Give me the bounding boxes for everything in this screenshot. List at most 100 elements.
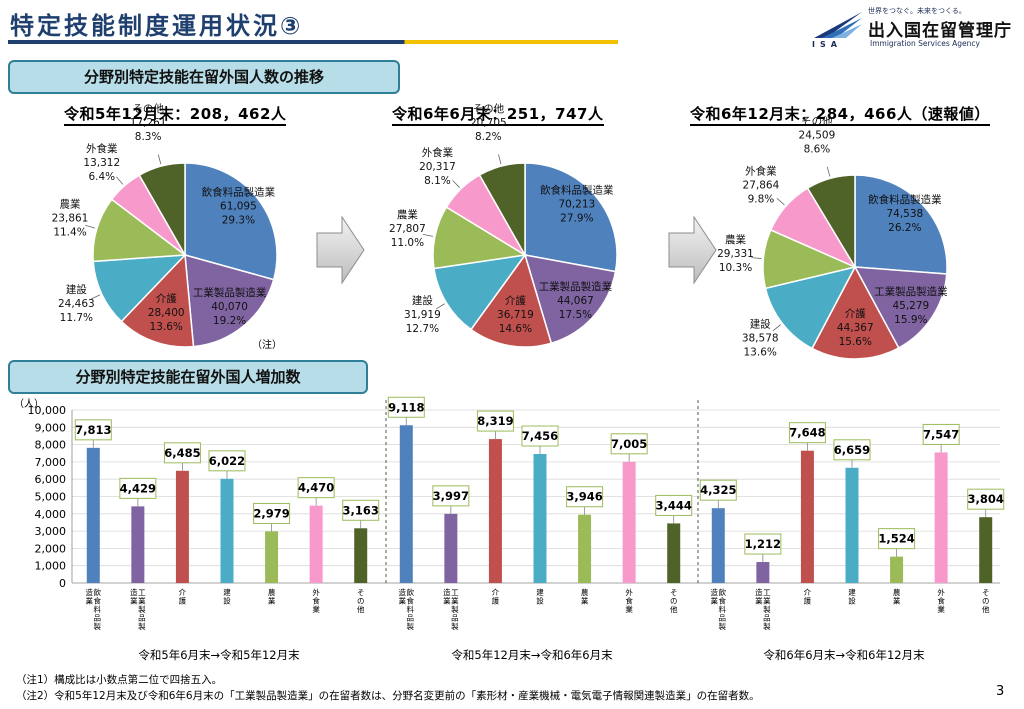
pie-slice-value: 24,509 xyxy=(799,129,836,141)
x-tick-char: 食 xyxy=(312,596,320,606)
bar-value-label: 1,524 xyxy=(878,532,914,546)
pie-slice-label: 外食業 xyxy=(745,165,777,178)
pie-leader-line xyxy=(498,154,502,165)
pie-slice xyxy=(433,253,527,331)
x-tick-char: 農 xyxy=(581,587,589,597)
pie-slice-label: 建設 xyxy=(412,294,433,307)
bar xyxy=(86,447,100,583)
pie-slice-percent: 10.3% xyxy=(719,262,752,274)
x-tick-char: 食 xyxy=(625,596,633,606)
bar-section-heading: 分野別特定技能在留外国人増加数 xyxy=(8,360,368,394)
bar-value-label: 7,648 xyxy=(789,426,825,440)
bar-label-box xyxy=(521,425,559,447)
bar-label-box xyxy=(253,502,291,524)
x-tick-char: 造 xyxy=(711,587,719,597)
pie-slice-value: 45,279 xyxy=(892,300,929,312)
bar xyxy=(667,523,681,583)
x-tick-label: 外食業 xyxy=(937,587,945,614)
pie-leader-line xyxy=(422,233,433,237)
bar-label-box xyxy=(699,479,737,501)
pie-slice xyxy=(92,254,187,323)
footnote-2: （注2）令和5年12月末及び令和6年6月末の「工業製品製造業」の在留者数は、分野… xyxy=(16,690,760,702)
bar-value-label: 7,005 xyxy=(611,437,647,451)
pie-slice xyxy=(523,254,617,345)
x-tick-char: 製 xyxy=(451,604,459,614)
bar-value-label: 3,444 xyxy=(656,498,692,512)
group-label: 令和5年6月末→令和5年12月末 xyxy=(138,648,300,662)
pie-slice-value: 29,331 xyxy=(717,248,754,260)
pie-slice-label: 農業 xyxy=(725,233,746,246)
x-tick-char: 造 xyxy=(443,587,451,597)
pie-slice-label: 飲食料品製造業 xyxy=(202,185,276,198)
x-tick-label: 工業製品製造業 xyxy=(443,587,459,631)
x-tick-char: 他 xyxy=(670,604,678,614)
x-tick-char: 製 xyxy=(407,621,415,631)
x-tick-char: 護 xyxy=(179,596,187,606)
pie-slice xyxy=(811,265,900,360)
x-tick-char: 護 xyxy=(804,596,812,606)
pie-slice-value: 20,317 xyxy=(419,161,456,173)
bar-label-box xyxy=(342,499,380,521)
x-tick-char: 造 xyxy=(399,587,407,597)
bar-value-label: 7,456 xyxy=(522,429,558,443)
pie-slice xyxy=(138,162,186,258)
pie-slice xyxy=(184,253,275,348)
pie-leader-line xyxy=(452,180,460,188)
right-arrow-icon xyxy=(316,215,365,285)
pie-chart-2023-12: 飲食料品製造業 61,095 29.3% 工業製品製造業 40,070 19.2% 介護 28… xyxy=(52,102,278,348)
pie-slice-label: 介護 xyxy=(845,307,866,320)
pie-slice xyxy=(469,253,553,348)
bar xyxy=(756,562,770,583)
bar xyxy=(800,450,814,583)
pie-leader-line xyxy=(826,166,831,177)
x-tick-char: 食 xyxy=(94,596,102,606)
x-tick-char: 他 xyxy=(982,604,990,614)
bar-value-label: 3,804 xyxy=(968,492,1004,506)
x-tick-char: 業 xyxy=(625,604,633,614)
x-tick-char: 造 xyxy=(755,587,763,597)
pie-slice-value: 23,861 xyxy=(52,213,89,225)
x-tick-char: 業 xyxy=(138,596,146,606)
bar-label-box xyxy=(119,477,157,499)
bar-value-label: 4,470 xyxy=(298,481,334,495)
pie-slice-percent: 8.3% xyxy=(135,131,162,143)
increase-bar-chart: （人） 0 1,000 2,000 3,000 4,000 5,000 6,000 7,000 8… xyxy=(14,396,1005,662)
bar xyxy=(533,454,547,583)
group-label: 令和5年12月末→令和6年6月末 xyxy=(451,648,613,662)
pie-slice-percent: 13.6% xyxy=(744,347,777,359)
x-tick-char: 品 xyxy=(407,614,415,623)
pie-slice-label: 農業 xyxy=(60,198,81,211)
pie-slice xyxy=(764,265,857,350)
bar xyxy=(265,531,279,583)
pie-slice-percent: 15.9% xyxy=(894,314,927,326)
x-tick-char: 食 xyxy=(937,596,945,606)
pie-slice-label: 工業製品製造業 xyxy=(874,285,948,298)
bar xyxy=(175,470,189,583)
x-tick-char: 飲 xyxy=(407,587,415,597)
x-tick-char: 他 xyxy=(357,604,365,614)
x-tick-label: 工業製品製造業 xyxy=(755,587,771,631)
x-tick-char: 設 xyxy=(223,596,231,606)
pie-slice-percent: 17.5% xyxy=(559,309,592,321)
bar-label-box xyxy=(163,442,201,464)
bar-label-box xyxy=(967,488,1005,510)
pie-slice-label: 外食業 xyxy=(86,142,118,155)
pie-slice-value: 74,538 xyxy=(886,208,923,220)
bar-value-label: 3,997 xyxy=(433,489,469,503)
y-tick-label: 5,000 xyxy=(35,491,67,504)
pie-slice-value: 31,919 xyxy=(404,309,441,321)
x-tick-char: そ xyxy=(357,588,365,597)
x-tick-char: 業 xyxy=(399,596,407,606)
pie-slice-label: 介護 xyxy=(156,292,177,305)
x-tick-char: そ xyxy=(982,588,990,597)
x-tick-char: 製 xyxy=(719,621,727,631)
x-tick-label: 飲食料品製 造業 xyxy=(711,587,727,631)
x-tick-char: 建 xyxy=(536,587,544,597)
bar-label-box xyxy=(208,450,246,472)
pie-slice-value: 44,367 xyxy=(837,322,874,334)
pie-slice xyxy=(120,253,195,348)
pie-leader-line xyxy=(116,176,124,185)
pie-slice-percent: 26.2% xyxy=(888,222,921,234)
pie-slice-value: 28,400 xyxy=(148,307,185,319)
pie-slice-value: 70,213 xyxy=(558,198,595,210)
